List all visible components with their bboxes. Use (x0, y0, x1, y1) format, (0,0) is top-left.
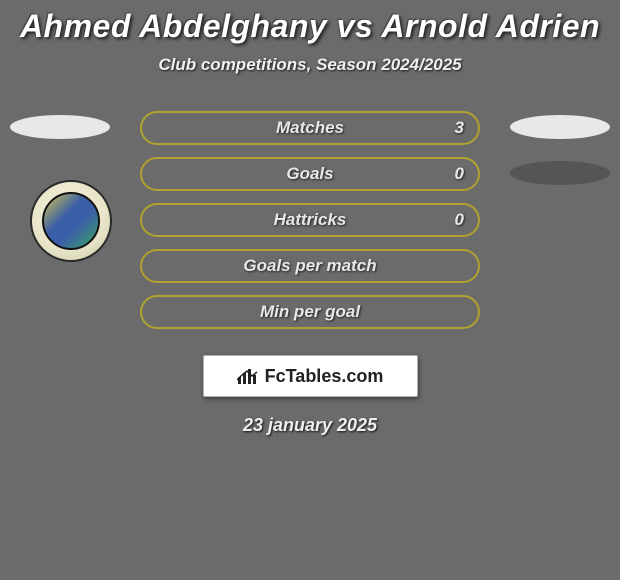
subtitle: Club competitions, Season 2024/2025 (0, 55, 620, 75)
stat-bar: Min per goal (140, 295, 480, 329)
branding-text: FcTables.com (265, 366, 384, 387)
stat-label: Goals (286, 164, 333, 184)
bars-icon (237, 367, 259, 385)
crest-emblem (42, 192, 100, 250)
stat-row: Matches 3 (0, 107, 620, 153)
stat-bar: Goals per match (140, 249, 480, 283)
right-value-ellipse (510, 115, 610, 139)
stat-bar: Matches 3 (140, 111, 480, 145)
stat-value: 0 (455, 164, 464, 184)
left-value-ellipse (10, 115, 110, 139)
stat-label: Matches (276, 118, 344, 138)
stat-label: Min per goal (260, 302, 360, 322)
stat-label: Goals per match (243, 256, 376, 276)
page-title: Ahmed Abdelghany vs Arnold Adrien (0, 0, 620, 45)
right-value-ellipse (510, 161, 610, 185)
branding-badge: FcTables.com (203, 355, 418, 397)
stat-value: 3 (455, 118, 464, 138)
team-crest-left (30, 180, 112, 262)
stat-row: Min per goal (0, 291, 620, 337)
comparison-card: Ahmed Abdelghany vs Arnold Adrien Club c… (0, 0, 620, 436)
stat-value: 0 (455, 210, 464, 230)
stat-bar: Hattricks 0 (140, 203, 480, 237)
date-label: 23 january 2025 (0, 415, 620, 436)
stat-label: Hattricks (274, 210, 347, 230)
stat-bar: Goals 0 (140, 157, 480, 191)
